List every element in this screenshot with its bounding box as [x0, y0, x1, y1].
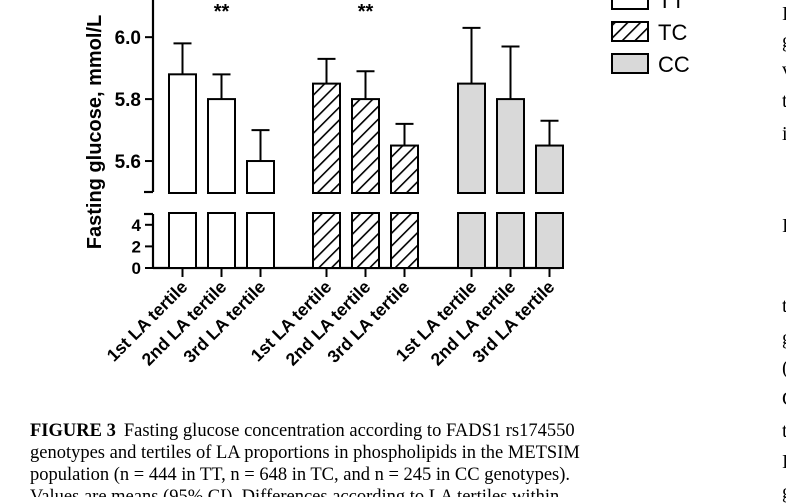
caption-line-1: Fasting glucose concentration according … — [123, 421, 575, 441]
bar-CC-2-upper — [496, 98, 525, 194]
bar-TT-2-upper — [207, 98, 236, 194]
bar-TT-3-upper — [246, 160, 275, 194]
legend-swatch-TC — [611, 21, 649, 42]
bar-TT-1-lower — [168, 212, 197, 269]
figure-caption: FIGURE 3 Fasting glucose concentration ac… — [30, 420, 750, 497]
fragment-8: ( — [782, 357, 786, 380]
bar-TT-1-upper — [168, 73, 197, 194]
fragment-2: v — [782, 59, 786, 82]
fragment-11: I — [782, 451, 786, 473]
figure-label: FIGURE 3 — [30, 421, 116, 441]
bar-TT-3-lower — [246, 212, 275, 269]
bar-CC-1-lower — [457, 212, 486, 269]
significance-TT: ** — [214, 1, 230, 23]
fragment-7: g — [782, 327, 786, 350]
fragment-9: C — [782, 388, 786, 411]
y-tick-label-lower-2: 4 — [132, 216, 142, 235]
caption-line-3: population (n = 444 in TT, n = 648 in TC… — [30, 465, 571, 485]
y-axis-label: Fasting glucose, mmol/L — [84, 15, 106, 249]
bar-TT-2-lower — [207, 212, 236, 269]
bar-TC-3-upper — [390, 144, 419, 194]
legend-swatch-CC — [611, 53, 649, 74]
fragment-6: t — [782, 295, 786, 317]
legend-label-CC: CC — [658, 52, 690, 77]
bar-TC-2-upper — [351, 98, 380, 194]
legend-swatch-TT — [611, 0, 649, 10]
y-tick-label-upper-0: 5.6 — [115, 152, 141, 173]
caption-line-4: Values are means (95% CI). Differences a… — [30, 487, 560, 497]
bar-TC-1-lower — [312, 212, 341, 269]
bar-CC-3-lower — [535, 212, 564, 269]
fragment-0: I — [782, 3, 786, 25]
legend-label-TT: TT — [658, 0, 685, 13]
bar-TC-3-lower — [390, 212, 419, 269]
fragment-10: t — [782, 420, 786, 442]
legend-label-TC: TC — [658, 20, 687, 45]
fragment-12: g — [782, 481, 786, 503]
y-tick-label-upper-2: 6.0 — [115, 28, 141, 49]
fragment-3: t — [782, 90, 786, 112]
caption-line-2: genotypes and tertiles of LA proportions… — [30, 443, 580, 463]
fragment-5: I — [782, 215, 786, 237]
y-tick-label-lower-0: 0 — [132, 259, 141, 278]
bar-CC-1-upper — [457, 82, 486, 194]
y-tick-label-lower-1: 2 — [132, 237, 141, 256]
bar-TC-1-upper — [312, 82, 341, 194]
fragment-4: i — [782, 123, 786, 145]
y-tick-label-upper-1: 5.8 — [115, 90, 141, 111]
bar-CC-3-upper — [535, 144, 564, 194]
bar-CC-2-lower — [496, 212, 525, 269]
adjacent-column-fragments: I g v t i I t g ( C t I g — [778, 0, 786, 503]
bar-TC-2-lower — [351, 212, 380, 269]
fragment-1: g — [782, 30, 786, 53]
significance-TC: ** — [358, 1, 374, 23]
